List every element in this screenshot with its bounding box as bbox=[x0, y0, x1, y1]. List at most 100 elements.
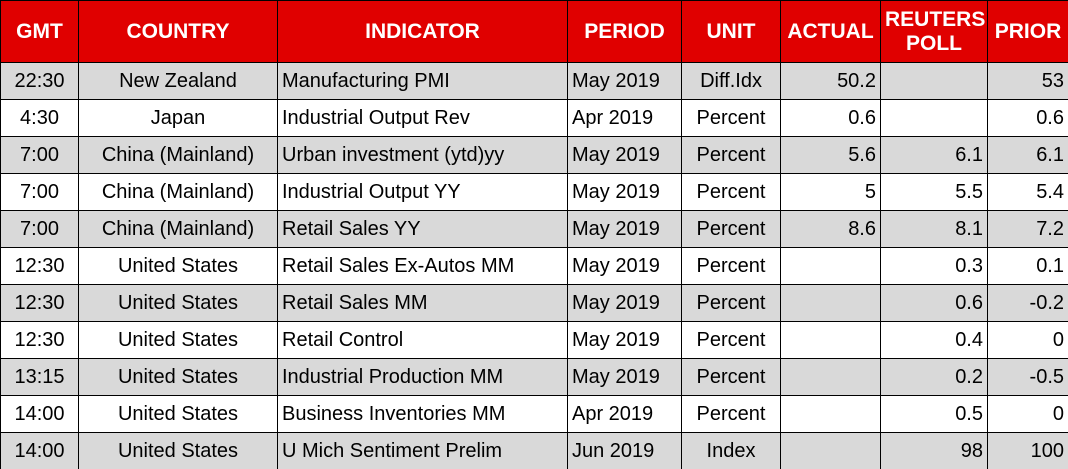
period-cell: May 2019 bbox=[567, 247, 682, 285]
reuters-poll-cell: 5.5 bbox=[880, 173, 988, 211]
country-cell: United States bbox=[78, 432, 278, 469]
data-row: 14:00 United States U Mich Sentiment Preli… bbox=[0, 432, 1068, 469]
country-cell: United States bbox=[78, 284, 278, 322]
country-cell: United States bbox=[78, 247, 278, 285]
header-indicator: INDICATOR bbox=[277, 0, 568, 63]
unit-cell: Percent bbox=[681, 210, 781, 248]
period-cell: Jun 2019 bbox=[567, 432, 682, 469]
gmt-cell: 12:30 bbox=[0, 284, 79, 322]
reuters-poll-cell: 0.4 bbox=[880, 321, 988, 359]
unit-cell: Percent bbox=[681, 358, 781, 396]
actual-cell: 5.6 bbox=[780, 136, 881, 174]
header-unit: UNIT bbox=[681, 0, 781, 63]
indicator-cell: Retail Control bbox=[277, 321, 568, 359]
indicator-cell: U Mich Sentiment Prelim bbox=[277, 432, 568, 469]
actual-cell: 0.6 bbox=[780, 99, 881, 137]
header-country: COUNTRY bbox=[78, 0, 278, 63]
indicator-cell: Business Inventories MM bbox=[277, 395, 568, 433]
gmt-cell: 7:00 bbox=[0, 136, 79, 174]
prior-cell: -0.5 bbox=[987, 358, 1068, 396]
reuters-poll-cell bbox=[880, 62, 988, 100]
country-cell: China (Mainland) bbox=[78, 210, 278, 248]
header-actual: ACTUAL bbox=[780, 0, 881, 63]
unit-cell: Diff.Idx bbox=[681, 62, 781, 100]
prior-cell: -0.2 bbox=[987, 284, 1068, 322]
actual-cell bbox=[780, 247, 881, 285]
indicator-cell: Retail Sales YY bbox=[277, 210, 568, 248]
header-gmt: GMT bbox=[0, 0, 79, 63]
actual-cell: 8.6 bbox=[780, 210, 881, 248]
prior-cell: 0.1 bbox=[987, 247, 1068, 285]
gmt-cell: 7:00 bbox=[0, 173, 79, 211]
gmt-cell: 12:30 bbox=[0, 247, 79, 285]
period-cell: May 2019 bbox=[567, 358, 682, 396]
prior-cell: 5.4 bbox=[987, 173, 1068, 211]
data-row: 13:15 United States Industrial Production … bbox=[0, 358, 1068, 396]
reuters-poll-cell: 0.3 bbox=[880, 247, 988, 285]
header-period: PERIOD bbox=[567, 0, 682, 63]
prior-cell: 0.6 bbox=[987, 99, 1068, 137]
reuters-poll-cell: 0.5 bbox=[880, 395, 988, 433]
data-row: 7:00 China (Mainland) Industrial Output YY… bbox=[0, 173, 1068, 211]
indicator-cell: Retail Sales MM bbox=[277, 284, 568, 322]
prior-cell: 0 bbox=[987, 321, 1068, 359]
prior-cell: 6.1 bbox=[987, 136, 1068, 174]
unit-cell: Percent bbox=[681, 173, 781, 211]
indicator-cell: Retail Sales Ex-Autos MM bbox=[277, 247, 568, 285]
actual-cell bbox=[780, 284, 881, 322]
data-row: 12:30 United States Retail Control May 2019… bbox=[0, 321, 1068, 359]
reuters-poll-cell: 8.1 bbox=[880, 210, 988, 248]
period-cell: Apr 2019 bbox=[567, 99, 682, 137]
gmt-cell: 13:15 bbox=[0, 358, 79, 396]
unit-cell: Index bbox=[681, 432, 781, 469]
actual-cell: 50.2 bbox=[780, 62, 881, 100]
table-body: 22:30 New Zealand Manufacturing PMI May 201… bbox=[0, 62, 1068, 469]
actual-cell bbox=[780, 432, 881, 469]
country-cell: China (Mainland) bbox=[78, 173, 278, 211]
indicator-cell: Urban investment (ytd)yy bbox=[277, 136, 568, 174]
indicator-cell: Industrial Production MM bbox=[277, 358, 568, 396]
data-row: 14:00 United States Business Inventories M… bbox=[0, 395, 1068, 433]
unit-cell: Percent bbox=[681, 284, 781, 322]
country-cell: United States bbox=[78, 358, 278, 396]
actual-cell bbox=[780, 395, 881, 433]
country-cell: New Zealand bbox=[78, 62, 278, 100]
reuters-poll-cell: 0.6 bbox=[880, 284, 988, 322]
unit-cell: Percent bbox=[681, 321, 781, 359]
unit-cell: Percent bbox=[681, 395, 781, 433]
period-cell: May 2019 bbox=[567, 136, 682, 174]
period-cell: May 2019 bbox=[567, 210, 682, 248]
reuters-poll-cell: 98 bbox=[880, 432, 988, 469]
data-row: 12:30 United States Retail Sales MM May 201… bbox=[0, 284, 1068, 322]
data-row: 12:30 United States Retail Sales Ex-Autos … bbox=[0, 247, 1068, 285]
header-reuters-poll: REUTERS POLL bbox=[880, 0, 988, 63]
unit-cell: Percent bbox=[681, 99, 781, 137]
header-row: GMT COUNTRY INDICATOR PERIOD UNIT ACTUAL REUTE… bbox=[0, 0, 1068, 63]
gmt-cell: 14:00 bbox=[0, 432, 79, 469]
period-cell: May 2019 bbox=[567, 321, 682, 359]
data-row: 7:00 China (Mainland) Urban investment (yt… bbox=[0, 136, 1068, 174]
data-row: 4:30 Japan Industrial Output Rev Apr 2019 Pe… bbox=[0, 99, 1068, 137]
reuters-poll-cell: 6.1 bbox=[880, 136, 988, 174]
prior-cell: 7.2 bbox=[987, 210, 1068, 248]
actual-cell: 5 bbox=[780, 173, 881, 211]
unit-cell: Percent bbox=[681, 136, 781, 174]
prior-cell: 53 bbox=[987, 62, 1068, 100]
country-cell: Japan bbox=[78, 99, 278, 137]
unit-cell: Percent bbox=[681, 247, 781, 285]
prior-cell: 0 bbox=[987, 395, 1068, 433]
country-cell: United States bbox=[78, 395, 278, 433]
actual-cell bbox=[780, 358, 881, 396]
period-cell: May 2019 bbox=[567, 173, 682, 211]
period-cell: May 2019 bbox=[567, 62, 682, 100]
prior-cell: 100 bbox=[987, 432, 1068, 469]
period-cell: Apr 2019 bbox=[567, 395, 682, 433]
indicator-cell: Industrial Output YY bbox=[277, 173, 568, 211]
reuters-poll-cell bbox=[880, 99, 988, 137]
gmt-cell: 7:00 bbox=[0, 210, 79, 248]
actual-cell bbox=[780, 321, 881, 359]
gmt-cell: 22:30 bbox=[0, 62, 79, 100]
country-cell: United States bbox=[78, 321, 278, 359]
